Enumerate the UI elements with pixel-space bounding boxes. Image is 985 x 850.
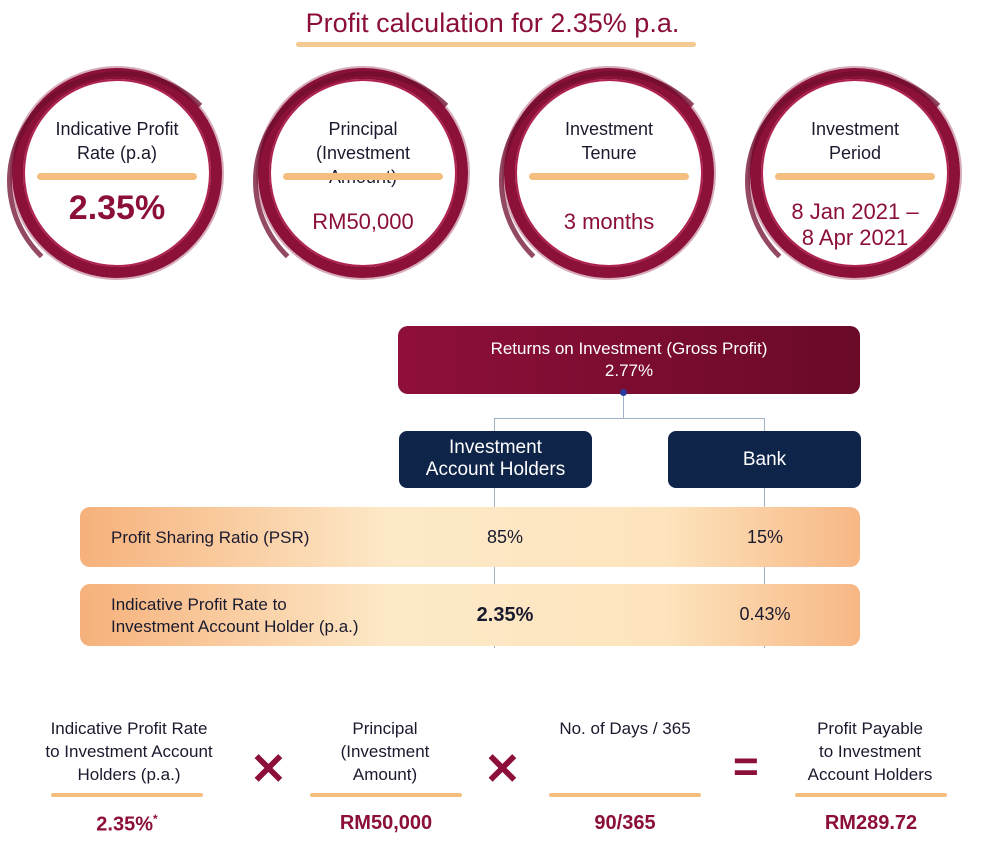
tenure-value: 3 months (563, 209, 655, 234)
psr-bank-value: 15% (746, 527, 784, 547)
connector-line (494, 488, 495, 648)
connector-line (494, 418, 765, 419)
page-title: Profit calculation for 2.35% p.a. (305, 8, 680, 38)
period-value-line1: 8 Jan 2021 – (791, 199, 919, 224)
formula-term1-line2: to Investment Account (45, 742, 213, 761)
connector-line (764, 488, 765, 648)
circle-brush-stroke (253, 71, 481, 291)
formula-result-value: RM289.72 (824, 812, 918, 834)
tenure-divider (529, 173, 689, 180)
profit-rate-circle: Indicative Profit Rate (p.a) 2.35% (7, 68, 235, 291)
formula-term1-number: 2.35% (96, 813, 154, 836)
bank-box: Bank (668, 431, 861, 488)
formula-term1-line3: Holders (p.a.) (77, 765, 181, 784)
circle-brush-stroke (499, 71, 727, 291)
account-holders-box: Investment Account Holders (399, 431, 592, 488)
formula-result-line1: Profit Payable (817, 719, 923, 738)
bank-label: Bank (742, 449, 787, 470)
connector-line (764, 418, 765, 431)
multiply-sign: ✕ (484, 745, 521, 794)
formula-term3-value: 90/365 (594, 812, 656, 834)
formula-term2-value: RM50,000 (339, 812, 433, 834)
principal-value: RM50,000 (312, 209, 414, 234)
footnote-mark: * (153, 812, 158, 826)
indicative-rate-row: Indicative Profit Rate to Investment Acc… (80, 584, 860, 646)
connector-line (494, 418, 495, 431)
period-value-line2: 8 Apr 2021 (801, 225, 909, 250)
formula-result-line2: to Investment (818, 742, 922, 761)
indicative-rate-holders-value: 2.35% (476, 604, 534, 626)
formula-term3-divider (549, 793, 701, 797)
formula-term3-line1: No. of Days / 365 (559, 719, 691, 738)
formula-term2-label: Principal (Investment Amount) (310, 717, 460, 786)
formula-term1-value: 2.35%* (51, 812, 203, 837)
period-divider (775, 173, 935, 180)
formula-term2-line2: (Investment (340, 742, 430, 761)
profit-rate-divider (37, 173, 197, 180)
profit-rate-value: 2.35% (68, 189, 166, 227)
circle-brush-stroke (745, 71, 973, 291)
circle-brush-stroke (7, 71, 235, 291)
psr-holders-value: 85% (486, 527, 524, 547)
psr-label: Profit Sharing Ratio (PSR) (111, 528, 310, 547)
psr-row: Profit Sharing Ratio (PSR) 85% 15% (80, 507, 860, 567)
principal-circle: Principal (Investment Amount) RM50,000 (253, 68, 481, 291)
connector-dot (620, 389, 627, 396)
account-holders-line2: Account Holders (425, 459, 566, 480)
period-label: Investment Period (810, 119, 900, 163)
period-circle: Investment Period 8 Jan 2021 – 8 Apr 202… (745, 68, 973, 291)
formula-term2-line1: Principal (352, 719, 418, 738)
formula-term1-label: Indicative Profit Rate to Investment Acc… (24, 717, 234, 786)
indicative-rate-label-line2: Investment Account Holder (p.a.) (111, 617, 359, 636)
formula-term1-line1: Indicative Profit Rate (50, 719, 208, 738)
returns-value: 2.77% (604, 361, 654, 380)
formula-term2-line3: Amount) (352, 765, 418, 784)
profit-rate-label: Indicative Profit Rate (p.a) (55, 119, 179, 163)
returns-label: Returns on Investment (Gross Profit) (490, 339, 768, 358)
formula-term2-divider (310, 793, 462, 797)
tenure-circle: Investment Tenure 3 months (499, 68, 727, 291)
indicative-rate-bank-value: 0.43% (739, 604, 791, 624)
account-holders-line1: Investment (449, 437, 542, 458)
title-underline (296, 42, 696, 47)
formula-term3-label: No. of Days / 365 (540, 717, 710, 740)
formula-result-label: Profit Payable to Investment Account Hol… (795, 717, 945, 786)
connector-line (623, 396, 624, 418)
returns-box: Returns on Investment (Gross Profit) 2.7… (398, 326, 860, 394)
formula-result-divider (795, 793, 947, 797)
principal-divider (283, 173, 443, 180)
formula-term1-divider (51, 793, 203, 797)
multiply-sign: ✕ (250, 745, 287, 794)
formula-result-line3: Account Holders (807, 765, 933, 784)
tenure-label: Investment Tenure (564, 119, 654, 163)
indicative-rate-label-line1: Indicative Profit Rate to (111, 595, 287, 614)
equals-sign: = (733, 742, 759, 791)
